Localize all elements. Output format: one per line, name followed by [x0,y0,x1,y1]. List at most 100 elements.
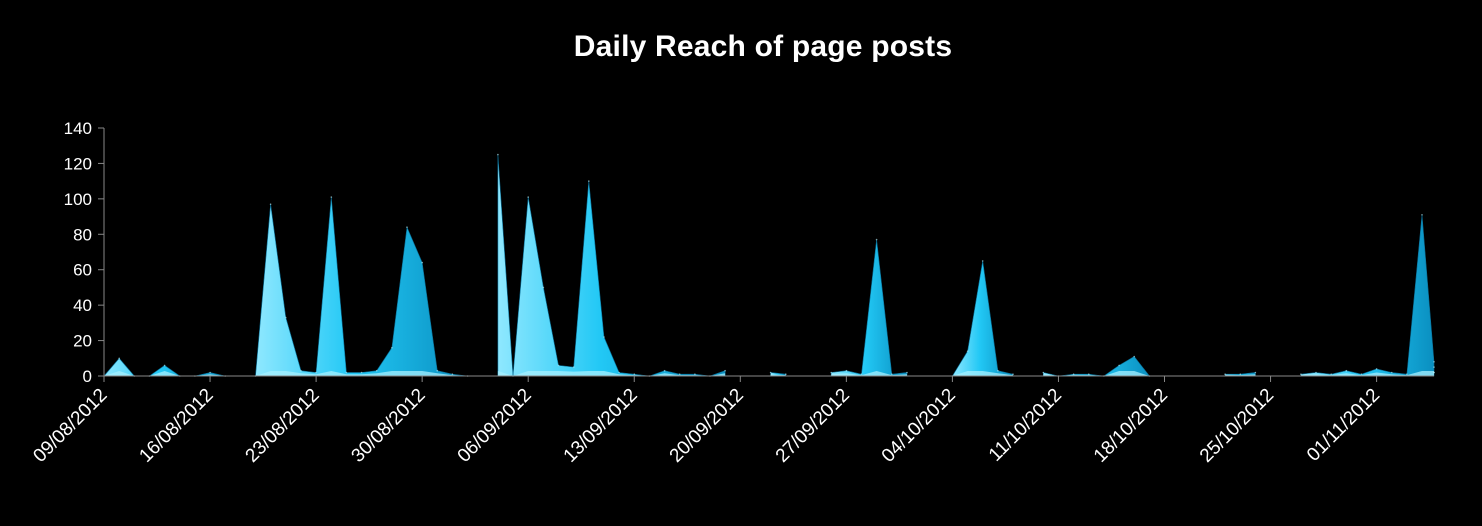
data-point [1360,373,1363,376]
data-point [330,196,333,198]
area-segment-highlight [255,371,468,376]
area-segment [497,154,726,377]
area-segment [951,260,1014,377]
area-segment-highlight [104,371,226,376]
data-point [572,366,575,368]
area-segment-highlight [952,371,1013,376]
data-point [1133,355,1135,358]
data-point [1088,373,1090,376]
x-tick-label: 20/09/2012 [666,385,748,467]
data-point [1433,371,1435,374]
data-point [421,261,424,264]
x-tick-label: 13/09/2012 [560,385,642,467]
data-point [997,369,999,372]
data-point [406,226,408,228]
data-point [300,369,302,372]
data-point [1042,371,1045,374]
x-tick-label: 16/08/2012 [135,385,217,467]
y-tick-label: 100 [64,190,92,209]
chart-title: Daily Reach of page posts [573,30,953,63]
data-point [451,373,454,376]
data-point [1421,214,1423,216]
data-point [1406,373,1408,376]
y-tick-label: 20 [73,332,92,351]
data-point [209,371,211,374]
area-segment [255,197,468,377]
data-point [391,346,393,349]
data-point [891,373,893,376]
plot-area [103,153,1435,377]
data-point [315,371,317,374]
x-tick-label: 11/10/2012 [985,385,1066,466]
data-point [845,369,848,372]
data-point [360,371,363,374]
data-point [1300,373,1302,376]
data-point [375,369,378,372]
y-tick-label: 140 [64,119,92,138]
x-tick-label: 09/08/2012 [29,385,111,467]
data-point [527,196,529,198]
data-point [1224,373,1226,376]
data-point [1375,368,1378,370]
data-point [830,371,832,374]
data-point [663,369,666,372]
area-segment [1300,214,1435,377]
data-point [1118,364,1120,367]
data-point [966,350,969,353]
data-point [633,373,636,376]
area-segment [830,239,908,377]
data-point [1315,371,1317,374]
data-point [118,357,120,360]
data-point [163,364,166,367]
data-point [785,373,787,376]
data-point [694,373,696,376]
data-point [1072,373,1075,376]
x-tick-label: 23/08/2012 [242,385,324,467]
x-tick-label: 27/09/2012 [772,385,854,467]
data-point [1433,366,1435,368]
area-segment-highlight [1300,371,1434,376]
data-point [588,180,590,182]
area-segment-highlight [497,371,726,376]
y-tick-label: 0 [83,367,92,386]
y-tick-label: 80 [73,225,92,244]
data-point [1391,371,1393,374]
y-tick-label: 40 [73,296,92,315]
data-point [1330,373,1332,376]
data-point [542,286,545,289]
x-tick-label: 30/08/2012 [348,385,430,467]
data-point [906,371,908,374]
x-tick-label: 01/11/2012 [1303,385,1384,466]
area-segment-highlight [831,371,907,376]
data-point [436,369,439,372]
data-point [1433,361,1435,363]
data-point [769,371,772,374]
data-point [345,371,348,374]
data-point [1254,371,1257,374]
data-point [603,336,605,338]
data-point [981,260,984,262]
x-tick-label: 18/10/2012 [1090,385,1172,467]
data-point [497,153,499,156]
data-point [678,373,681,376]
data-point [860,373,863,376]
data-point [557,364,560,367]
y-tick-label: 60 [73,261,92,280]
data-point [724,369,726,372]
data-point [285,316,287,319]
data-point [1012,373,1014,376]
data-point [1239,373,1242,376]
area-segment [103,357,226,377]
data-point [875,238,878,241]
x-tick-label: 25/10/2012 [1196,385,1278,467]
x-tick-label: 06/09/2012 [454,385,536,467]
data-point [269,203,272,205]
data-point [618,371,620,374]
data-point [1345,369,1348,372]
y-tick-label: 120 [64,154,92,173]
axes: 0 20 40 60 80 100 120 140 09/08/2012 16/08/2012 23… [29,119,1434,467]
area-segment-highlight [1043,371,1150,376]
x-tick-label: 04/10/2012 [878,385,960,467]
